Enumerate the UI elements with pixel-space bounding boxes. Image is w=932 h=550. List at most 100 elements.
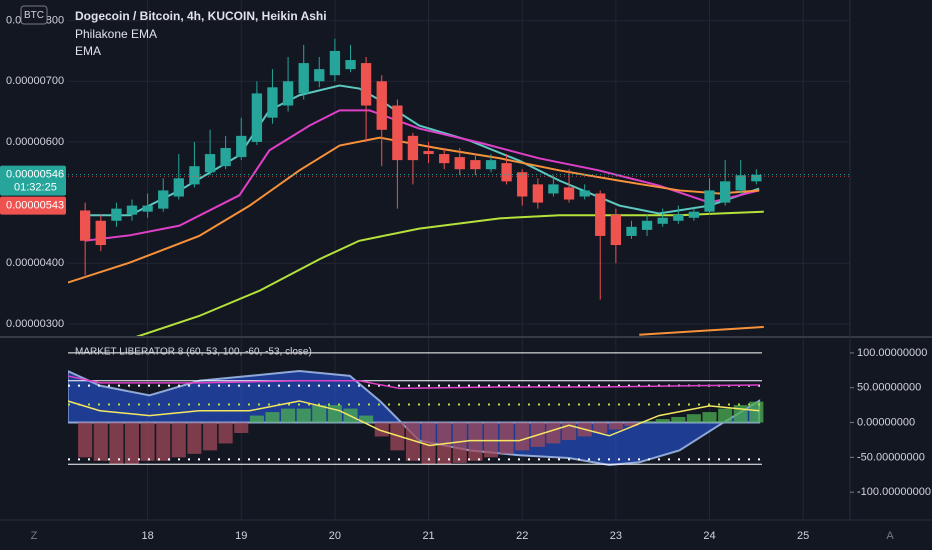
y-tick-label: 50.00000000: [857, 382, 921, 394]
x-tick-label: 25: [797, 530, 809, 542]
candle-body: [126, 205, 138, 215]
labels: 0.00000300 0.00000400 0.00000600 0.00000700…: [0, 15, 931, 542]
oscillator-line: [68, 375, 760, 390]
prev-price-box: [0, 196, 66, 215]
candle-body: [298, 63, 309, 94]
histogram-bar: [749, 401, 764, 423]
auto-scale-button[interactable]: A: [886, 530, 894, 542]
histogram-bar: [515, 422, 530, 451]
histogram-bar: [468, 422, 483, 461]
candle-body: [189, 166, 200, 185]
candle-body: [454, 157, 465, 170]
currency-badge[interactable]: [20, 5, 48, 25]
y-tick-label: 0.00000600: [6, 136, 64, 148]
candle-body: [517, 172, 528, 197]
x-tick-label: 23: [610, 530, 622, 542]
x-tick-label: 19: [235, 530, 247, 542]
histogram-bar: [109, 422, 124, 465]
x-tick-label: 24: [703, 530, 715, 542]
candle-body: [95, 220, 106, 246]
candle-body: [439, 154, 450, 164]
candle-body: [236, 135, 247, 158]
histogram-bar: [702, 412, 717, 423]
histogram-bar: [171, 422, 186, 458]
oscillator-line: [68, 400, 760, 447]
candle-body: [501, 163, 512, 182]
histogram-bar: [624, 422, 639, 427]
histogram-bar: [234, 422, 249, 433]
legend-entry: Philakone EMA: [75, 27, 157, 41]
candle-body: [111, 208, 122, 221]
ema-line: [135, 210, 764, 336]
legend-entry: EMA: [75, 44, 101, 58]
zoom-button[interactable]: Z: [31, 530, 38, 542]
candle-body: [220, 147, 231, 167]
y-tick-label: 0.00000300: [6, 318, 64, 330]
candle-body: [751, 174, 762, 182]
histogram-bar: [93, 422, 108, 461]
currency-label: BTC: [24, 10, 44, 21]
candle-body: [282, 81, 294, 106]
candle-body: [423, 151, 434, 155]
histogram-bar: [78, 422, 93, 458]
x-tick-label: 20: [329, 530, 341, 542]
histogram-bar: [390, 422, 405, 451]
candle-body: [204, 154, 216, 173]
x-tick-label: 21: [422, 530, 434, 542]
histogram-bar: [452, 422, 467, 463]
candle-body: [360, 63, 372, 106]
histogram-bar: [281, 408, 296, 423]
candle-body: [314, 69, 325, 82]
candle-body: [345, 60, 356, 70]
histogram-bar: [671, 416, 686, 423]
candle-body: [485, 160, 497, 170]
y-tick-label: 0.00000400: [6, 257, 64, 269]
histogram-bar: [140, 422, 155, 461]
price-pane: [68, 38, 850, 336]
histogram-bar: [374, 422, 389, 437]
indicator-title: MARKET LIBERATOR 8 (60, 53, 100, -60, -5…: [75, 347, 312, 358]
candle-body: [626, 226, 637, 236]
histogram-bar: [124, 422, 140, 465]
candle-body: [688, 211, 700, 218]
histogram-bar: [359, 415, 374, 423]
y-tick-label: 100.00000000: [857, 347, 927, 359]
candle-body: [392, 105, 403, 161]
histogram-bar: [249, 415, 264, 423]
candle-body: [532, 184, 544, 203]
histogram-bar: [187, 422, 202, 454]
ema-line: [639, 325, 764, 336]
candle-body: [719, 181, 731, 203]
candle-body: [329, 50, 341, 76]
histogram-bar: [718, 408, 733, 423]
candle-body: [376, 81, 387, 130]
y-tick-label: -50.00000000: [857, 451, 925, 463]
histogram-bar: [405, 422, 420, 461]
candle-body: [470, 160, 481, 170]
y-tick-label: 0.00000000: [857, 416, 915, 428]
candle-body: [735, 175, 746, 191]
histogram-bar: [421, 422, 436, 465]
candle-body: [657, 217, 668, 224]
y-tick-label: -100.00000000: [857, 486, 931, 498]
prev-price-label: 0.00000543: [6, 200, 64, 212]
histogram-bar: [265, 412, 280, 423]
candle-body: [641, 220, 653, 230]
histogram-bar: [640, 421, 655, 423]
candle-body: [563, 187, 575, 200]
grid: [68, 0, 850, 520]
histogram-bar: [218, 422, 233, 444]
ema-line: [84, 109, 760, 242]
candle-body: [267, 87, 278, 118]
candle-body: [407, 135, 419, 161]
last-price-box: [0, 165, 66, 196]
histogram-bar: [203, 422, 218, 451]
candle-body: [158, 190, 169, 209]
histogram-bar: [156, 422, 171, 461]
last-price-label: 0.00000546: [6, 169, 64, 181]
candle-body: [251, 93, 263, 142]
candle-body: [79, 210, 91, 241]
histogram-bar: [499, 422, 514, 454]
